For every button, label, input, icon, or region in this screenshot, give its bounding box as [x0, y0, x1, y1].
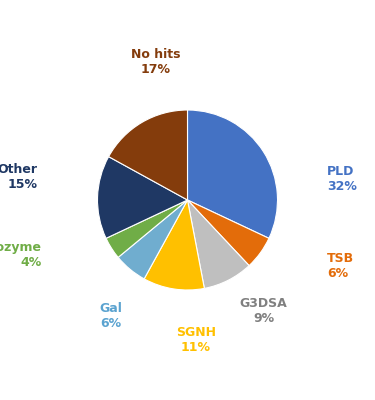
Wedge shape	[144, 200, 204, 290]
Wedge shape	[98, 157, 188, 238]
Text: Other
15%: Other 15%	[0, 163, 37, 191]
Wedge shape	[188, 200, 269, 266]
Text: G3DSA
9%: G3DSA 9%	[240, 297, 288, 325]
Wedge shape	[188, 110, 278, 238]
Wedge shape	[109, 110, 188, 200]
Text: TSB
6%: TSB 6%	[327, 252, 354, 280]
Wedge shape	[118, 200, 188, 279]
Text: PLD
32%: PLD 32%	[327, 165, 357, 193]
Text: SGNH
11%: SGNH 11%	[176, 326, 216, 354]
Text: Gal
6%: Gal 6%	[100, 302, 123, 330]
Text: No hits
17%: No hits 17%	[131, 48, 180, 76]
Wedge shape	[106, 200, 188, 257]
Wedge shape	[188, 200, 249, 288]
Text: Lysozyme
4%: Lysozyme 4%	[0, 241, 41, 269]
